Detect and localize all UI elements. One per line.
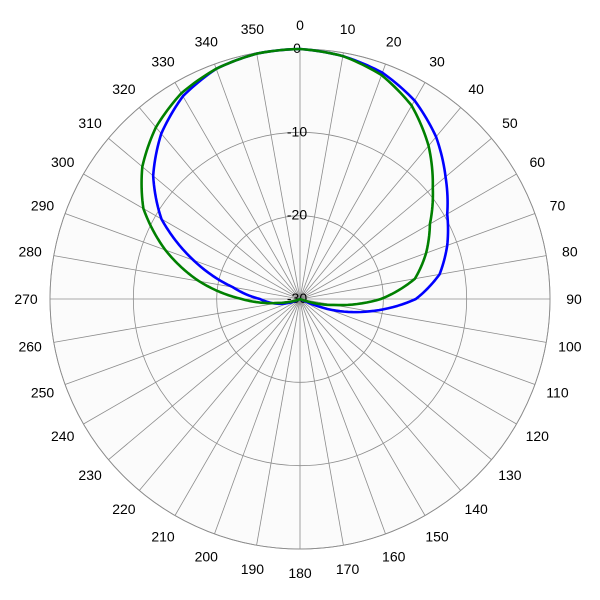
- angle-tick-label: 220: [112, 501, 136, 517]
- radial-gridline: [299, 137, 492, 300]
- radial-gridline: [299, 298, 344, 546]
- radial-gridline: [299, 255, 547, 300]
- angle-tick-label: 140: [464, 501, 488, 517]
- angle-tick-label: 80: [562, 243, 578, 259]
- angle-tick-label: 90: [566, 291, 582, 307]
- radial-gridline: [299, 52, 344, 300]
- radial-gridline: [299, 298, 517, 425]
- angle-tick-label: 30: [429, 54, 445, 70]
- radial-gridline: [138, 298, 301, 491]
- series-line-2: [140, 47, 435, 307]
- angle-tick-label: 250: [31, 385, 55, 401]
- radial-gridline: [53, 298, 301, 343]
- angle-tick-label: 70: [550, 197, 566, 213]
- angle-tick-label: 200: [195, 548, 219, 564]
- radial-gridline: [299, 63, 386, 300]
- radial-gridline: [256, 298, 301, 546]
- angle-tick-label: 120: [526, 428, 550, 444]
- angle-tick-label: 240: [51, 428, 75, 444]
- radial-gridline: [108, 298, 301, 461]
- angle-tick-label: 290: [31, 197, 55, 213]
- radial-gridline: [299, 82, 426, 300]
- radial-gridline: [299, 298, 492, 461]
- radial-gridline: [174, 82, 301, 300]
- angle-tick-label: 50: [502, 115, 518, 131]
- angle-tick-label: 60: [530, 154, 546, 170]
- angle-tick-label: 130: [498, 467, 522, 483]
- angle-tick-label: 320: [112, 81, 136, 97]
- angle-tick-label: 10: [340, 21, 356, 37]
- radial-gridline: [299, 173, 517, 300]
- radial-gridline: [214, 63, 301, 300]
- radial-gridline: [138, 107, 301, 300]
- angle-tick-label: 190: [241, 561, 265, 577]
- radial-gridline: [299, 298, 426, 516]
- angle-tick-label: 160: [382, 548, 406, 564]
- ring-gridline: [132, 131, 468, 467]
- radial-tick-label: -20: [287, 207, 307, 223]
- angle-tick-label: 150: [425, 528, 449, 544]
- angle-tick-label: 210: [151, 528, 175, 544]
- radial-tick-label: -10: [287, 123, 307, 139]
- angle-tick-label: 350: [241, 21, 265, 37]
- radial-gridline: [299, 213, 536, 300]
- angle-tick-label: 330: [151, 54, 175, 70]
- radial-gridline: [108, 137, 301, 300]
- angle-tick-label: 340: [195, 34, 219, 50]
- angle-tick-label: 310: [78, 115, 102, 131]
- angle-tick-label: 180: [288, 565, 312, 581]
- radial-gridline: [174, 298, 301, 516]
- radial-gridline: [64, 213, 301, 300]
- radial-gridline: [53, 255, 301, 300]
- radial-gridline: [64, 298, 301, 385]
- angle-tick-label: 100: [558, 339, 582, 355]
- radial-gridline: [299, 107, 462, 300]
- angle-tick-label: 170: [336, 561, 360, 577]
- angle-tick-label: 0: [296, 17, 304, 33]
- angle-tick-label: 280: [18, 243, 42, 259]
- radial-gridline: [299, 298, 536, 385]
- angle-tick-label: 20: [386, 34, 402, 50]
- radial-gridline: [299, 298, 386, 535]
- angle-tick-label: 300: [51, 154, 75, 170]
- angle-tick-label: 110: [546, 385, 569, 401]
- radial-gridline: [83, 298, 301, 425]
- angle-tick-label: 40: [468, 81, 484, 97]
- angle-tick-label: 260: [18, 339, 42, 355]
- radial-gridline: [83, 173, 301, 300]
- radial-gridline: [214, 298, 301, 535]
- angle-tick-label: 270: [14, 291, 38, 307]
- radial-gridline: [299, 298, 462, 491]
- radial-gridline: [256, 52, 301, 300]
- angle-tick-label: 230: [78, 467, 102, 483]
